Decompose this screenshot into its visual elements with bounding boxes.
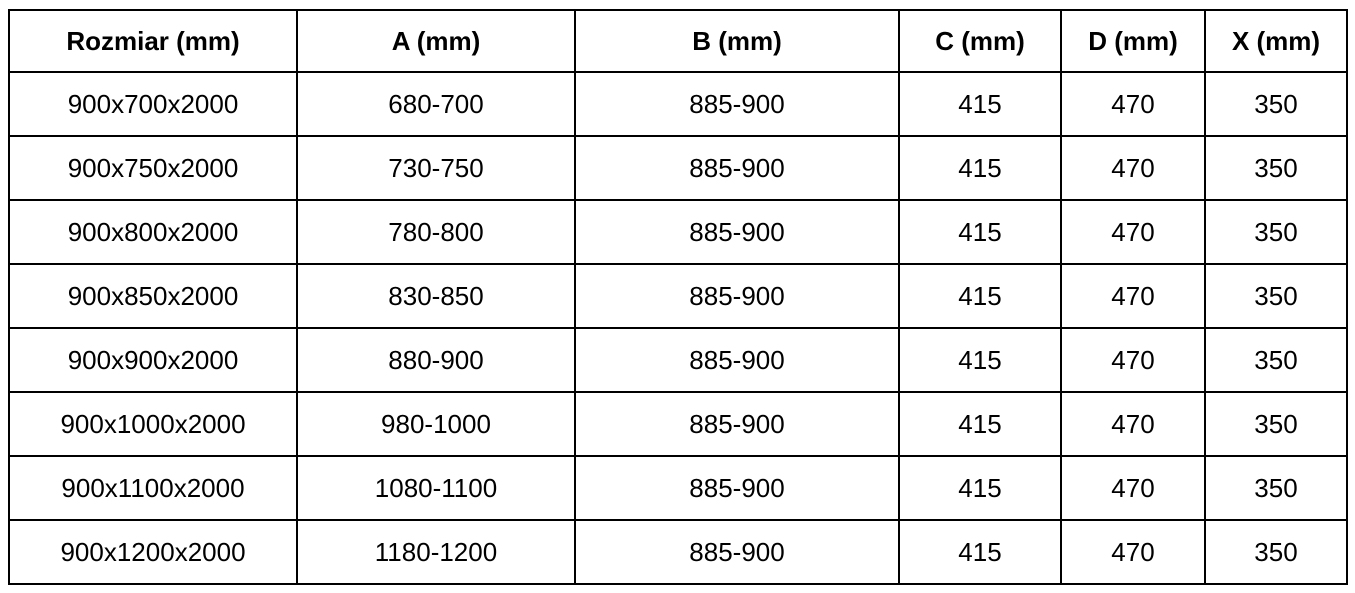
column-header: Rozmiar (mm) <box>8 9 298 73</box>
table-cell: 470 <box>1060 135 1206 201</box>
table-row: 900x750x2000 730-750 885-900 415 470 350 <box>8 135 1348 201</box>
table-cell: 885-900 <box>574 327 900 393</box>
table-cell: 900x900x2000 <box>8 327 298 393</box>
table-cell: 350 <box>1204 199 1348 265</box>
table-cell: 1080-1100 <box>296 455 576 521</box>
table-cell: 885-900 <box>574 519 900 585</box>
table-row: 900x800x2000 780-800 885-900 415 470 350 <box>8 199 1348 265</box>
table-cell: 885-900 <box>574 199 900 265</box>
table-cell: 470 <box>1060 391 1206 457</box>
table-cell: 885-900 <box>574 263 900 329</box>
column-header: C (mm) <box>898 9 1062 73</box>
column-header: X (mm) <box>1204 9 1348 73</box>
column-header: B (mm) <box>574 9 900 73</box>
table-row: 900x700x2000 680-700 885-900 415 470 350 <box>8 71 1348 137</box>
table-cell: 880-900 <box>296 327 576 393</box>
column-header: A (mm) <box>296 9 576 73</box>
table-cell: 470 <box>1060 71 1206 137</box>
table-cell: 470 <box>1060 199 1206 265</box>
table-cell: 470 <box>1060 455 1206 521</box>
table-cell: 470 <box>1060 519 1206 585</box>
table-cell: 730-750 <box>296 135 576 201</box>
table-cell: 885-900 <box>574 71 900 137</box>
table-row: 900x1000x2000 980-1000 885-900 415 470 350 <box>8 391 1348 457</box>
table-row: 900x1200x2000 1180-1200 885-900 415 470 350 <box>8 519 1348 585</box>
table-cell: 900x1200x2000 <box>8 519 298 585</box>
table-cell: 350 <box>1204 71 1348 137</box>
table-cell: 900x700x2000 <box>8 71 298 137</box>
table-cell: 900x750x2000 <box>8 135 298 201</box>
table-cell: 415 <box>898 199 1062 265</box>
table-cell: 885-900 <box>574 391 900 457</box>
table-row: 900x850x2000 830-850 885-900 415 470 350 <box>8 263 1348 329</box>
table-cell: 885-900 <box>574 455 900 521</box>
table-cell: 350 <box>1204 263 1348 329</box>
table-cell: 350 <box>1204 519 1348 585</box>
table-cell: 415 <box>898 455 1062 521</box>
table-cell: 900x1000x2000 <box>8 391 298 457</box>
table-cell: 900x850x2000 <box>8 263 298 329</box>
table-cell: 780-800 <box>296 199 576 265</box>
header-row: Rozmiar (mm) A (mm) B (mm) C (mm) D (mm) X (m… <box>8 9 1348 73</box>
table-cell: 885-900 <box>574 135 900 201</box>
table-cell: 900x800x2000 <box>8 199 298 265</box>
table-cell: 350 <box>1204 455 1348 521</box>
table-cell: 415 <box>898 71 1062 137</box>
table-cell: 415 <box>898 391 1062 457</box>
table-cell: 415 <box>898 327 1062 393</box>
table-row: 900x900x2000 880-900 885-900 415 470 350 <box>8 327 1348 393</box>
table-cell: 415 <box>898 135 1062 201</box>
table-cell: 680-700 <box>296 71 576 137</box>
table-cell: 470 <box>1060 263 1206 329</box>
table-cell: 470 <box>1060 327 1206 393</box>
table-cell: 350 <box>1204 135 1348 201</box>
table-cell: 980-1000 <box>296 391 576 457</box>
dimensions-table: Rozmiar (mm) A (mm) B (mm) C (mm) D (mm) X (m… <box>8 9 1348 585</box>
table-cell: 350 <box>1204 327 1348 393</box>
column-header: D (mm) <box>1060 9 1206 73</box>
table-cell: 415 <box>898 263 1062 329</box>
table-cell: 415 <box>898 519 1062 585</box>
table-cell: 900x1100x2000 <box>8 455 298 521</box>
table-row: 900x1100x2000 1080-1100 885-900 415 470 350 <box>8 455 1348 521</box>
table-cell: 1180-1200 <box>296 519 576 585</box>
table-cell: 830-850 <box>296 263 576 329</box>
table-cell: 350 <box>1204 391 1348 457</box>
